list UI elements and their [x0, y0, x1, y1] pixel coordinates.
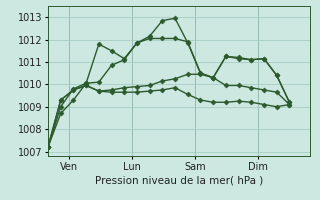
X-axis label: Pression niveau de la mer( hPa ): Pression niveau de la mer( hPa )	[95, 176, 263, 186]
